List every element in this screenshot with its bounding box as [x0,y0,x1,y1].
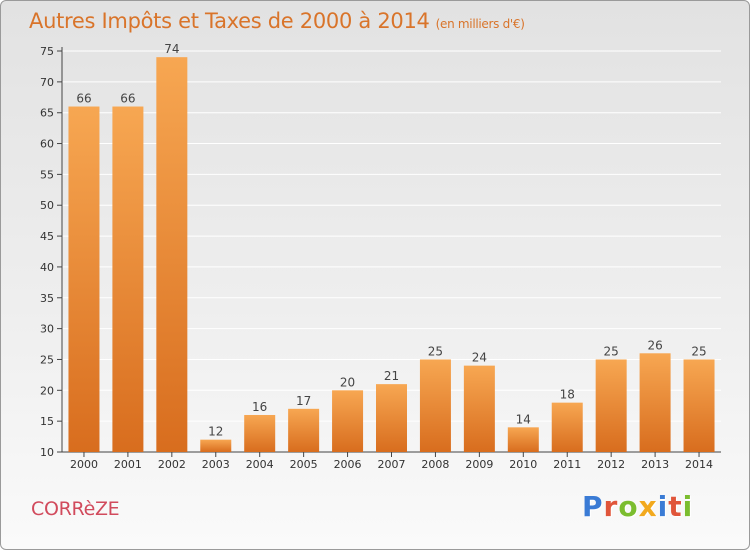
data-label: 14 [516,412,531,426]
y-tick-label: 15 [40,415,54,428]
data-label: 26 [647,338,662,352]
bar-2001 [112,106,144,453]
y-tick-label: 35 [40,292,54,305]
data-label: 18 [560,388,575,402]
bar-2006 [332,390,364,452]
y-tick-labels: 10 15 20 25 30 35 40 45 50 55 60 65 70 75 [40,45,54,459]
x-tick-label: 2001 [114,458,142,471]
data-label: 12 [208,425,223,439]
bar-2009 [463,365,495,452]
data-label: 25 [604,344,619,358]
data-label: 66 [76,92,91,106]
logo-letter: P [582,490,604,523]
x-tick-label: 2006 [334,458,362,471]
data-labels: 66 66 74 12 16 17 20 21 25 24 14 18 25 26 25 [76,42,706,438]
bar-2008 [419,359,451,452]
y-tick-label: 20 [40,384,54,397]
data-label: 16 [252,400,267,414]
chart-title: Autres Impôts et Taxes de 2000 à 2014 (en… [29,9,525,33]
y-tick-label: 65 [40,107,54,120]
data-label: 21 [384,369,399,383]
x-tick-labels: 2000 2001 2002 2003 2004 2005 2006 2007 2008 2009… [70,458,713,471]
y-tick-label: 50 [40,199,54,212]
location-label: CORRèZE [31,498,120,520]
bar-2002 [156,57,188,453]
x-tick-label: 2004 [246,458,274,471]
bar-2013 [639,353,671,452]
x-tick-label: 2013 [641,458,669,471]
data-label: 25 [428,344,443,358]
y-tick-label: 10 [40,446,54,459]
x-tick-label: 2005 [290,458,318,471]
bar-2007 [376,384,407,452]
x-tick-label: 2000 [70,458,98,471]
x-tick-label: 2002 [158,458,186,471]
data-label: 17 [296,394,311,408]
bars [68,57,715,453]
bar-2014 [683,359,715,452]
x-tick-label: 2008 [421,458,449,471]
x-tick-label: 2012 [597,458,625,471]
y-tick-label: 75 [40,45,54,58]
bar-2003 [200,439,232,452]
chart-unit: (en milliers d'€) [435,17,525,31]
y-tick-label: 30 [40,323,54,336]
bar-2005 [288,408,320,452]
y-tick-label: 60 [40,138,54,151]
x-tick-label: 2010 [509,458,537,471]
data-label: 20 [340,375,355,389]
data-label: 66 [120,92,135,106]
bar-2000 [68,106,100,453]
bar-2004 [244,414,276,452]
proxiti-logo: Proxiti [582,490,693,523]
y-tick-label: 70 [40,76,54,89]
x-tick-label: 2007 [378,458,406,471]
data-label: 74 [164,42,179,56]
y-tick-label: 25 [40,353,54,366]
logo-letter: i [657,490,669,523]
x-tick-label: 2014 [685,458,713,471]
logo-letter: o [618,490,639,523]
y-tick-label: 40 [40,261,54,274]
data-label: 24 [472,351,487,365]
logo-letter: t [668,490,683,523]
y-tick-label: 45 [40,230,54,243]
logo-letter: r [603,490,619,523]
chart-title-text: Autres Impôts et Taxes de 2000 à 2014 [29,9,430,33]
logo-letter: x [638,490,658,523]
bar-2010 [507,427,539,452]
logo-letter: i [682,490,694,523]
y-tick-label: 55 [40,168,54,181]
x-tick-label: 2003 [202,458,230,471]
data-label: 25 [691,344,706,358]
bar-2012 [595,359,627,452]
x-tick-label: 2011 [553,458,581,471]
bar-2011 [551,402,583,452]
x-tick-label: 2009 [465,458,493,471]
